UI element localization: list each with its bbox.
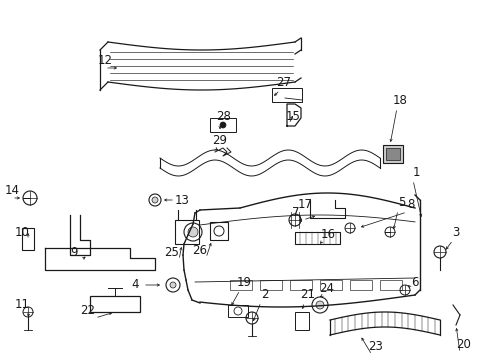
Bar bbox=[175, 220, 199, 244]
Text: 24: 24 bbox=[319, 282, 334, 294]
Text: 2: 2 bbox=[261, 288, 268, 302]
Circle shape bbox=[315, 301, 324, 309]
Text: 21: 21 bbox=[300, 288, 315, 302]
Text: 12: 12 bbox=[97, 54, 112, 67]
Text: 17: 17 bbox=[297, 198, 312, 211]
Text: 23: 23 bbox=[368, 341, 383, 354]
Text: 1: 1 bbox=[411, 166, 419, 179]
Bar bbox=[22, 228, 34, 250]
Bar bbox=[229, 280, 251, 290]
Text: 5: 5 bbox=[398, 195, 405, 208]
Text: 29: 29 bbox=[212, 134, 227, 147]
Bar bbox=[294, 312, 308, 330]
Text: 8: 8 bbox=[407, 198, 414, 211]
Bar bbox=[90, 296, 140, 312]
Circle shape bbox=[170, 282, 176, 288]
Bar bbox=[382, 145, 402, 163]
Text: 16: 16 bbox=[320, 228, 335, 240]
Text: 11: 11 bbox=[15, 298, 29, 311]
Text: 25: 25 bbox=[164, 247, 179, 260]
Text: 27: 27 bbox=[276, 76, 291, 89]
Bar bbox=[385, 148, 399, 160]
Text: 20: 20 bbox=[456, 338, 470, 351]
Text: 22: 22 bbox=[81, 303, 95, 316]
Bar bbox=[209, 118, 236, 132]
Text: 18: 18 bbox=[392, 94, 407, 107]
Bar bbox=[260, 280, 282, 290]
Circle shape bbox=[187, 227, 198, 237]
Text: 28: 28 bbox=[216, 111, 231, 123]
Bar bbox=[294, 232, 339, 244]
Text: 26: 26 bbox=[192, 243, 207, 256]
Text: 10: 10 bbox=[15, 226, 29, 239]
Text: 15: 15 bbox=[285, 109, 300, 122]
Bar bbox=[289, 280, 311, 290]
Bar bbox=[271, 88, 302, 102]
Bar bbox=[349, 280, 371, 290]
Text: 14: 14 bbox=[4, 184, 20, 197]
Text: 4: 4 bbox=[131, 279, 139, 292]
Bar bbox=[379, 280, 401, 290]
Text: 7: 7 bbox=[292, 207, 299, 220]
Bar bbox=[319, 280, 341, 290]
Text: 6: 6 bbox=[410, 275, 418, 288]
Text: 3: 3 bbox=[451, 225, 459, 238]
Circle shape bbox=[152, 197, 158, 203]
Text: 19: 19 bbox=[236, 275, 251, 288]
Circle shape bbox=[220, 122, 225, 128]
Bar bbox=[227, 305, 247, 317]
Text: 9: 9 bbox=[70, 247, 78, 260]
Text: 13: 13 bbox=[174, 194, 189, 207]
Bar bbox=[209, 222, 227, 240]
